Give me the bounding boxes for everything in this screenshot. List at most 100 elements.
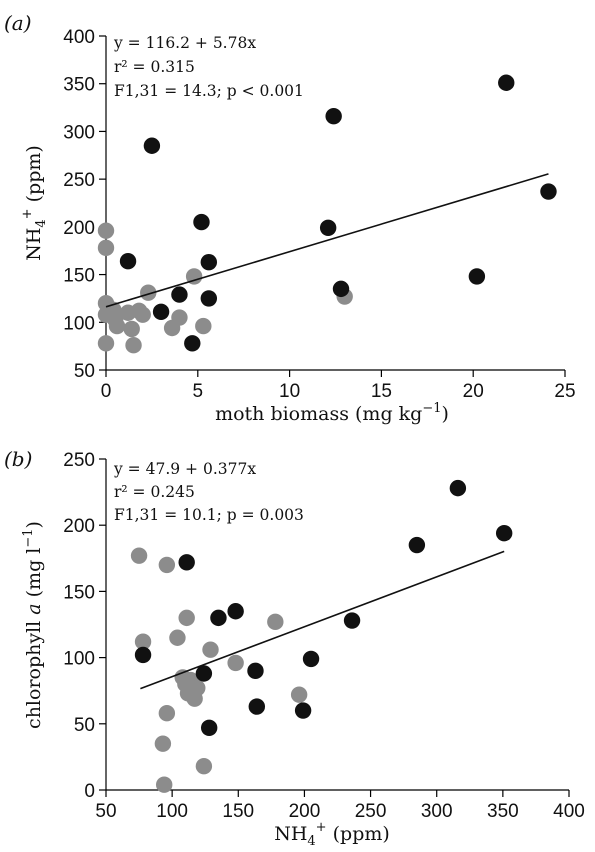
panel-a-point-s1-1 <box>143 137 161 154</box>
panel-a-xlabel-sup: −1 <box>422 401 441 416</box>
panel-a-point-s1-2 <box>152 303 170 320</box>
panel-a-fit <box>105 173 549 308</box>
panel-b-point-s1-11 <box>408 536 426 554</box>
panel-a-point-s1-5 <box>193 213 210 231</box>
panel-a-point-s0-12 <box>134 306 151 323</box>
panel-a-x-tick-label-2: 10 <box>279 381 300 402</box>
panel-b-point-s0-5 <box>158 556 176 574</box>
panel-a-point-s0-15 <box>171 309 188 326</box>
panel-b-f-statistic: F1,31 = 10.1; p = 0.003 <box>114 506 304 524</box>
panel-a-point-s1-11 <box>468 268 486 285</box>
panel-b-point-s0-6 <box>169 629 186 646</box>
panel-b-x-tick-label-7: 400 <box>553 801 585 822</box>
panel-a-x-tick-label-0: 0 <box>101 381 112 402</box>
panel-b-y-tick-label-5: 250 <box>63 450 95 471</box>
panel-b-ylabel-sup: −1 <box>21 528 36 547</box>
panel-a-x-tick-label-4: 20 <box>463 381 484 402</box>
panel-a-equation: y = 116.2 + 5.78x <box>113 34 256 52</box>
panel-a-y-axis-title: NH4+ (ppm) <box>20 145 49 261</box>
panel-b-x-tick-label-3: 200 <box>289 801 321 822</box>
panel-a-f-statistic: F1,31 = 14.3; p < 0.001 <box>114 82 304 100</box>
panel-a-x-tick-label-5: 25 <box>554 381 575 402</box>
panel-a-point-s0-1 <box>97 239 115 257</box>
panel-b-point-s1-9 <box>302 650 320 668</box>
panel-b-x-axis-title: NH4+ (ppm) <box>274 820 390 849</box>
panel-b-point-s0-9 <box>178 609 195 627</box>
panel-b-point-s0-13 <box>189 679 206 697</box>
panel-a-point-s0-13 <box>140 284 157 301</box>
panel-a: (a) 50 100 150 200 250 300 350 400 0 5 10 15 20 25 y… <box>4 11 576 425</box>
panel-b-point-s1-7 <box>248 698 266 715</box>
panel-b-xlabel-rest: (ppm) <box>327 823 390 845</box>
panel-a-x-axis-title: moth biomass (mg kg−1) <box>215 401 449 425</box>
panel-b-xlabel-sup: + <box>316 820 327 835</box>
panel-a-y-tick-label-6: 350 <box>63 75 95 96</box>
panel-b-y-tick-label-0: 0 <box>84 781 95 802</box>
panel-b-ylabel-close: ) <box>23 521 45 528</box>
panel-b-point-s0-16 <box>227 654 244 672</box>
panel-b-xlabel-sub: 4 <box>307 834 315 849</box>
panel-a-point-s0-4 <box>97 335 115 352</box>
panel-a-point-s1-0 <box>119 253 137 270</box>
panel-b-point-s0-0 <box>130 547 148 564</box>
panel-b-point-s1-6 <box>247 662 264 680</box>
panel-b-regression-line <box>140 550 505 690</box>
panel-b-y-axis-title: chlorophyll a (mg l−1) <box>21 521 45 729</box>
panel-a-xlabel-close: ) <box>442 403 449 425</box>
panel-b-x-tick-label-2: 150 <box>222 801 254 822</box>
panel-b-fit <box>140 550 505 690</box>
panel-b-point-s1-4 <box>210 609 227 627</box>
panel-b-xlabel-text: NH <box>274 823 307 845</box>
panel-a-ylabel-sup: + <box>20 208 35 219</box>
panel-a-point-s1-4 <box>184 335 201 352</box>
panel-b-point-s1-2 <box>195 665 213 682</box>
panel-a-point-s0-0 <box>97 222 115 239</box>
panel-a-point-s0-9 <box>123 320 140 338</box>
panel-b-y-ticks: 0 50 100 150 200 250 <box>63 450 106 802</box>
panel-a-point-s1-13 <box>540 183 557 200</box>
panel-b-point-s1-8 <box>294 702 312 719</box>
panel-a-point-s0-10 <box>125 336 142 354</box>
panel-b-point-s0-3 <box>156 776 173 793</box>
panel-b-label: (b) <box>4 447 32 471</box>
panel-b-y-tick-label-3: 150 <box>63 582 95 603</box>
panel-a-point-s1-12 <box>498 74 515 91</box>
panel-a-point-s1-3 <box>171 286 188 303</box>
panel-b-x-tick-label-4: 250 <box>355 801 387 822</box>
panel-b-point-s1-1 <box>178 554 195 571</box>
panel-a-xlabel-text: moth biomass (mg kg <box>215 403 422 425</box>
panel-a-y-tick-label-1: 100 <box>63 313 95 334</box>
panel-a-point-s1-9 <box>325 107 342 125</box>
panel-b-point-s1-0 <box>134 646 152 664</box>
panel-a-y-tick-label-5: 300 <box>63 122 95 143</box>
panel-a-point-s1-6 <box>200 253 218 271</box>
panel-a-point-s0-16 <box>185 268 203 285</box>
panel-b-ylabel-italic: a <box>23 603 45 614</box>
panel-b-points <box>130 479 513 793</box>
panel-a-y-tick-label-7: 400 <box>63 27 95 48</box>
panel-a-r-squared: r² = 0.315 <box>114 58 195 76</box>
panel-a-regression-line <box>105 173 549 308</box>
panel-b-point-s1-3 <box>200 719 218 736</box>
panel-a-x-tick-label-1: 5 <box>193 381 204 402</box>
panel-b-x-tick-label-5: 300 <box>421 801 453 822</box>
panel-a-ylabel-rest: (ppm) <box>23 145 45 208</box>
panel-a-point-s1-10 <box>332 280 350 298</box>
panel-a-y-ticks: 50 100 150 200 250 300 350 400 <box>63 27 106 382</box>
panel-a-y-tick-label-0: 50 <box>74 361 95 382</box>
panel-a-x-ticks: 0 5 10 15 20 25 <box>101 370 576 402</box>
panel-b-point-s1-12 <box>449 479 467 497</box>
panel-a-y-tick-label-3: 200 <box>63 218 95 239</box>
panel-a-point-s0-17 <box>195 317 212 335</box>
panel-a-label: (a) <box>4 11 32 35</box>
panel-b-y-tick-label-4: 200 <box>63 516 95 537</box>
panel-b-point-s1-5 <box>227 603 244 620</box>
panel-b-point-s1-13 <box>495 524 513 542</box>
panel-b-r-squared: r² = 0.245 <box>114 483 195 501</box>
panel-b-point-s0-17 <box>267 613 284 631</box>
panel-a-point-s1-8 <box>319 219 337 237</box>
panel-b-point-s0-18 <box>290 686 308 703</box>
panel-b-x-tick-label-0: 50 <box>95 801 116 822</box>
